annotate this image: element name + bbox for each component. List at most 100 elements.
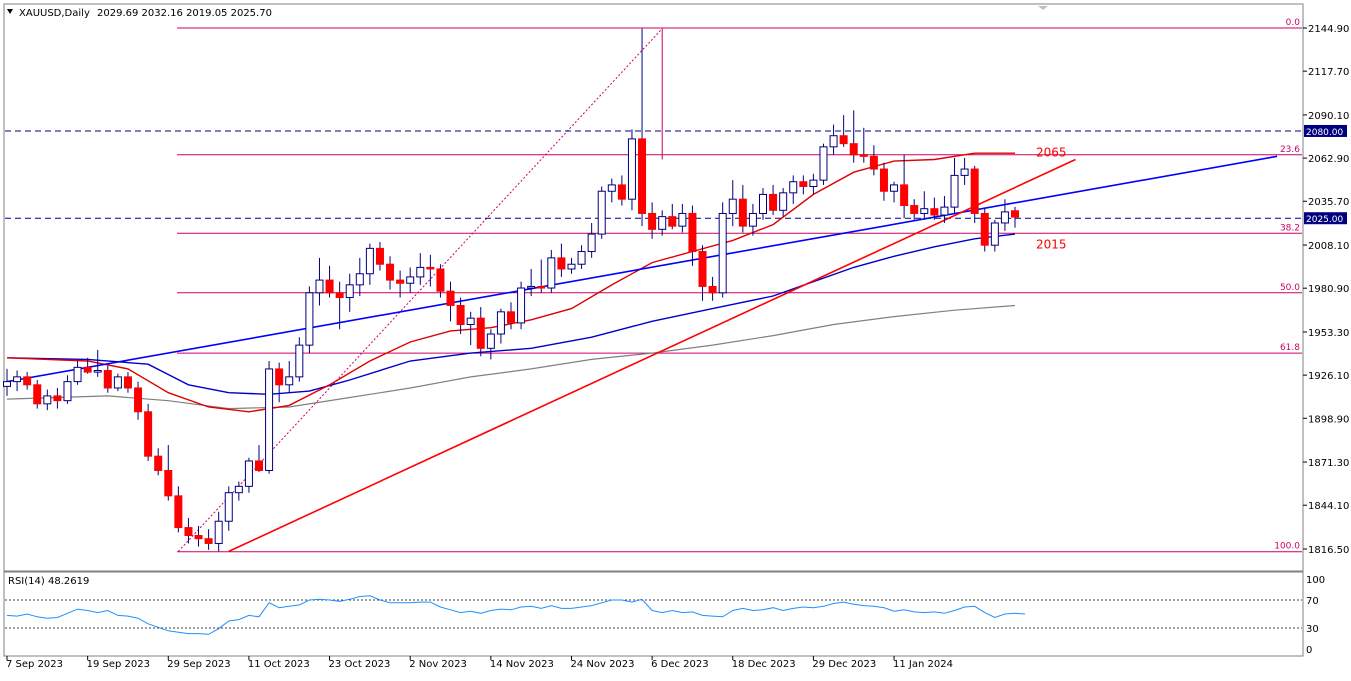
y-tick-label: 1980.90 <box>1308 284 1349 295</box>
candle-bear <box>53 387 62 409</box>
candle-body <box>638 138 647 214</box>
y-tick-label: 2008.10 <box>1308 241 1349 252</box>
candle-bear <box>769 184 778 216</box>
rsi-tick-label: 30 <box>1306 624 1319 635</box>
y-tick-label: 2144.90 <box>1308 24 1349 35</box>
candle-bear <box>275 362 284 403</box>
candle-body <box>507 311 515 324</box>
candle-bear <box>174 486 183 533</box>
candle-bear <box>446 281 455 322</box>
candle-body <box>456 304 465 326</box>
candle-bull <box>567 257 576 274</box>
candle-bull <box>779 188 788 217</box>
x-tick-label: 29 Dec 2023 <box>812 659 876 670</box>
candle-body <box>799 181 808 187</box>
candle-body <box>244 460 253 487</box>
candle-body <box>748 212 757 227</box>
dropdown-arrow-icon[interactable] <box>7 9 13 14</box>
candle-body <box>315 279 324 294</box>
candle-body <box>819 146 828 181</box>
candle-body <box>325 279 334 294</box>
fib-level-label: 61.8 <box>1280 343 1300 353</box>
y-tick-label: 1844.10 <box>1308 501 1349 512</box>
candle-bear <box>396 270 405 298</box>
candle-bull <box>728 180 737 227</box>
candle-bull <box>940 196 949 223</box>
x-tick-label: 23 Oct 2023 <box>329 659 391 670</box>
candle-body <box>718 212 727 294</box>
candle-body <box>204 538 213 544</box>
candle-bear <box>134 381 143 420</box>
candle-bear <box>1011 206 1019 228</box>
candle-body <box>829 135 838 148</box>
candle-body <box>698 251 707 287</box>
candle-bull <box>819 143 828 185</box>
candle-body <box>617 184 626 200</box>
candle-body <box>527 285 536 289</box>
candle-bear <box>980 208 989 252</box>
candle-bear <box>83 357 92 374</box>
y-tick-label: 2090.10 <box>1308 111 1349 122</box>
candle-body <box>567 263 576 270</box>
x-tick-label: 29 Sep 2023 <box>167 659 230 670</box>
candle-body <box>1000 211 1009 224</box>
candle-bull <box>466 311 475 346</box>
candle-body <box>335 292 344 299</box>
candle-bull <box>416 253 425 285</box>
candle-body <box>93 370 102 373</box>
candle-bull <box>577 245 586 269</box>
candle-bull <box>950 157 959 214</box>
fib-level-label: 50.0 <box>1280 283 1300 293</box>
rsi-tick-label: 70 <box>1306 596 1319 607</box>
candle-bear <box>537 259 546 293</box>
candle-bull <box>13 370 22 392</box>
candle-body <box>174 495 183 529</box>
candle-body <box>386 263 395 281</box>
candle-bull <box>607 178 616 203</box>
candle-body <box>164 469 173 497</box>
x-tick-label: 2 Nov 2023 <box>409 659 467 670</box>
candle-bear <box>738 184 747 233</box>
candle-bear <box>869 145 878 176</box>
candle-bull <box>315 257 324 306</box>
candle-bull <box>113 373 122 392</box>
candle-bear <box>426 254 435 287</box>
y-tick-label: 2117.70 <box>1308 67 1349 78</box>
candle-bear <box>970 165 979 223</box>
candle-bear <box>144 403 153 461</box>
candle-body <box>557 257 566 270</box>
candle-body <box>43 395 52 405</box>
candle-bear <box>154 448 163 476</box>
rsi-tick-label: 0 <box>1306 645 1312 656</box>
candle-bear <box>859 127 868 163</box>
candle-body <box>255 460 263 471</box>
candle-bull <box>829 124 838 155</box>
candle-body <box>1011 210 1019 218</box>
candle-body <box>83 366 92 373</box>
candle-bear <box>386 256 395 290</box>
price-tag-label: 2080.00 <box>1306 128 1343 138</box>
x-tick-label: 11 Jan 2024 <box>893 659 953 670</box>
y-tick-label: 1926.10 <box>1308 371 1349 382</box>
candle-body <box>295 344 304 378</box>
candle-body <box>869 155 878 170</box>
candle-body <box>950 174 959 208</box>
candle-bear <box>476 307 485 357</box>
candle-bear <box>617 175 626 206</box>
candle-bear <box>799 175 808 195</box>
candle-body <box>134 387 143 413</box>
x-tick-label: 6 Dec 2023 <box>651 659 709 670</box>
candle-body <box>275 368 284 386</box>
candle-body <box>627 138 636 200</box>
candle-body <box>285 376 294 386</box>
candle-body <box>537 285 546 289</box>
candle-bear <box>325 265 334 298</box>
candle-bear <box>849 110 858 163</box>
candle-body <box>607 184 616 192</box>
fib-level-label: 38.2 <box>1280 223 1300 233</box>
candle-bear <box>33 380 42 409</box>
candle-body <box>305 292 314 346</box>
candle-bear <box>436 264 445 298</box>
candle-body <box>920 208 929 214</box>
